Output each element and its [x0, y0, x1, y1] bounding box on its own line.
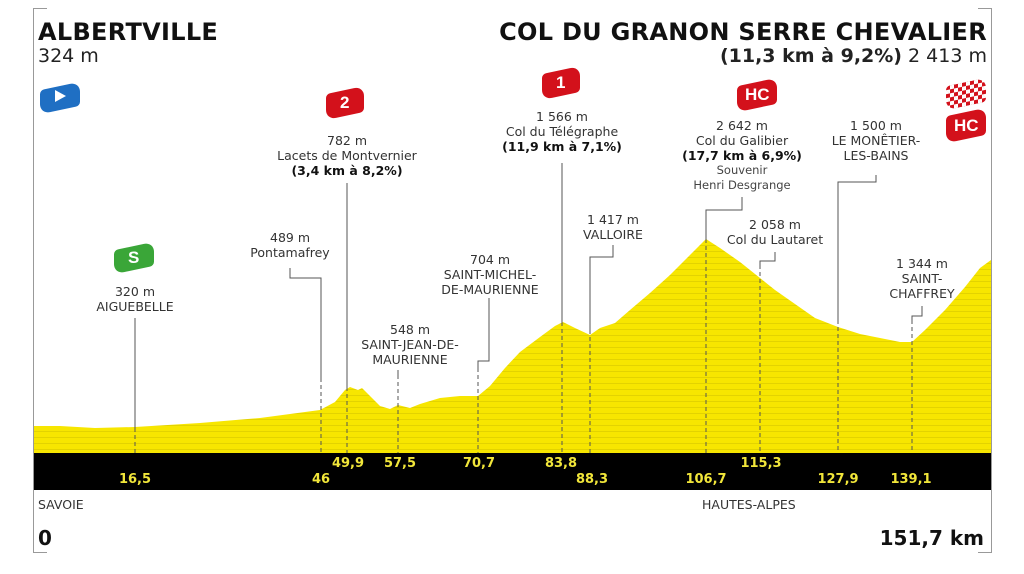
km-marker: 83,8: [544, 456, 578, 471]
km-marker: 106,7: [685, 472, 727, 487]
distance-bar: [34, 453, 991, 490]
frame-left-bottom-tick: [33, 552, 47, 553]
start-altitude: 324 m: [38, 45, 99, 67]
waypoint-label: 548 m SAINT-JEAN-DE- MAURIENNE: [361, 322, 459, 367]
region-hautes-alpes: HAUTES-ALPES: [702, 497, 796, 512]
finish-subtitle: (11,3 km à 9,2%) 2 413 m: [720, 45, 987, 67]
waypoint-label: 704 m SAINT-MICHEL- DE-MAURIENNE: [441, 252, 539, 297]
frame-left-top-tick: [33, 8, 47, 9]
leader-lines: [134, 163, 923, 428]
distance-end: 151,7 km: [879, 526, 984, 550]
km-marker: 88,3: [575, 472, 609, 487]
region-savoie: SAVOIE: [38, 497, 84, 512]
finish-climb: (11,3 km à 9,2%): [719, 45, 902, 67]
finish-altitude: 2 413 m: [908, 45, 987, 67]
waypoint-label: 320 m AIGUEBELLE: [96, 284, 174, 314]
distance-start: 0: [38, 526, 52, 550]
km-marker: 70,7: [462, 456, 496, 471]
waypoint-label: 1 500 m LE MONÊTIER- LES-BAINS: [831, 118, 921, 163]
start-town: ALBERTVILLE: [38, 18, 219, 46]
start-flag-icon: [40, 81, 80, 115]
km-marker: 57,5: [383, 456, 417, 471]
frame-left: [33, 8, 34, 553]
frame-right-bottom-tick: [978, 552, 992, 553]
waypoint-label: 489 m Pontamafrey: [250, 230, 330, 260]
km-marker: 115,3: [740, 456, 782, 471]
profile-area: [34, 239, 991, 453]
km-marker: 16,5: [118, 472, 152, 487]
frame-right-top-tick: [978, 8, 992, 9]
km-marker: 46: [311, 472, 331, 487]
frame-right: [991, 8, 992, 553]
waypoint-label: 1 344 m SAINT- CHAFFREY: [889, 256, 955, 301]
finish-town: COL DU GRANON SERRE CHEVALIER: [499, 18, 987, 46]
km-marker: 49,9: [331, 456, 365, 471]
waypoint-lines: [134, 239, 913, 463]
waypoint-label: 2 642 m Col du Galibier (17,7 km à 6,9%) S…: [682, 118, 802, 192]
km-marker: 139,1: [890, 472, 932, 487]
waypoint-label: 1 417 m VALLOIRE: [583, 212, 643, 242]
waypoint-label: 1 566 m Col du Télégraphe (11,9 km à 7,1%): [502, 109, 622, 154]
waypoint-label: 2 058 m Col du Lautaret: [726, 217, 824, 247]
km-marker: 127,9: [817, 472, 859, 487]
waypoint-label: 782 m Lacets de Montvernier (3,4 km à 8,2%…: [277, 133, 417, 178]
